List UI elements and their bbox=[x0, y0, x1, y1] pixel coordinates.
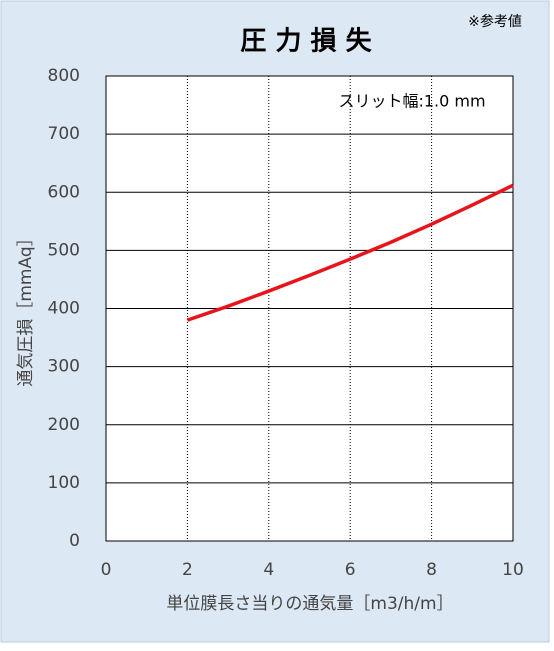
y-axis-label: 通気圧損［mmAq］ bbox=[16, 229, 36, 386]
y-tick-label: 500 bbox=[48, 240, 80, 260]
y-tick-label: 800 bbox=[48, 66, 80, 86]
x-tick-label: 8 bbox=[426, 560, 437, 580]
y-tick-label: 100 bbox=[48, 473, 80, 493]
x-tick-label: 6 bbox=[345, 560, 356, 580]
chart-title: 圧 力 損 失 bbox=[240, 27, 372, 57]
data-line bbox=[186, 183, 514, 322]
y-tick-label: 0 bbox=[69, 531, 80, 551]
y-tick-label: 200 bbox=[48, 415, 80, 435]
y-tick-label: 400 bbox=[48, 299, 80, 319]
x-axis-label: 単位膜長さ当りの通気量［m3/h/m］ bbox=[166, 594, 453, 614]
x-tick-label: 4 bbox=[263, 560, 274, 580]
annotation: スリット幅:1.0 mm bbox=[338, 92, 485, 111]
y-tick-label: 700 bbox=[48, 124, 80, 144]
y-tick-label: 300 bbox=[48, 357, 80, 377]
x-tick-label: 2 bbox=[182, 560, 193, 580]
x-tick-label: 0 bbox=[101, 560, 112, 580]
y-tick-label: 600 bbox=[48, 182, 80, 202]
note: ※参考値 bbox=[468, 13, 522, 30]
x-tick-label: 10 bbox=[502, 560, 524, 580]
